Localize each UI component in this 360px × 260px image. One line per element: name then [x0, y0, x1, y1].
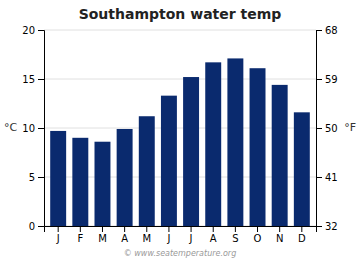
y-axis-label: °C [4, 121, 18, 134]
bars [50, 58, 310, 226]
y2-tick: 59 [316, 74, 338, 85]
y2-tick: 32 [316, 221, 338, 232]
x-tick: J [166, 226, 170, 244]
y2-axis: 32 41 50 59 68 [316, 25, 338, 232]
x-tick-mark [301, 226, 302, 232]
y2-tick-label: 50 [325, 123, 338, 134]
x-tick: F [77, 226, 83, 244]
x-tick-label: M [142, 233, 151, 244]
y2-tick-label: 32 [325, 221, 338, 232]
plot: J F M A M J J A S O N D 0 5 10 15 20 32 41 50 59 68 [22, 25, 337, 244]
y-tick-label: 15 [22, 74, 35, 85]
x-tick: A [210, 226, 217, 244]
y-tick: 15 [22, 74, 44, 85]
x-tick-label: M [98, 233, 107, 244]
y2-axis-line [317, 31, 323, 227]
bar [294, 112, 310, 226]
x-tick-mark [279, 226, 280, 232]
x-tick: J [189, 226, 193, 244]
y-axis-line [38, 31, 45, 227]
y2-tick-mark [316, 128, 322, 129]
y-tick-label: 10 [22, 123, 35, 134]
x-tick: O [254, 226, 262, 244]
x-tick-label: F [77, 233, 83, 244]
y-tick: 20 [22, 25, 44, 36]
x-axis: JFMAMJJASOND [45, 226, 317, 244]
y-tick-mark [38, 177, 44, 178]
x-tick-mark [124, 226, 125, 232]
x-tick-mark [213, 226, 214, 232]
x-tick-mark [58, 226, 59, 232]
x-tick-mark [168, 226, 169, 232]
y2-tick-label: 59 [325, 74, 338, 85]
x-tick-mark [257, 226, 258, 232]
x-tick-label: J [56, 233, 60, 244]
x-tick: A [121, 226, 128, 244]
annotation: © www.seatemperature.org [124, 249, 236, 258]
x-tick-label: S [232, 233, 238, 244]
x-tick: J [56, 226, 60, 244]
grid-line [44, 79, 316, 80]
bar [95, 142, 111, 226]
y-tick: 10 [22, 123, 44, 134]
y-tick-label: 0 [29, 221, 35, 232]
bar [117, 129, 133, 226]
x-tick-mark [235, 226, 236, 232]
x-tick: M [98, 226, 107, 244]
y-axis: 0 5 10 15 20 [22, 25, 44, 232]
x-tick: N [276, 226, 283, 244]
y2-tick-mark [316, 30, 322, 31]
title: Southampton water temp [79, 6, 282, 22]
bar [227, 58, 243, 226]
x-tick-label: A [210, 233, 217, 244]
grid-line [44, 30, 316, 31]
bar [205, 62, 221, 226]
bar [250, 68, 266, 226]
x-tick: S [232, 226, 238, 244]
bar [161, 96, 177, 226]
y2-axis-label: °F [344, 121, 356, 134]
x-tick-label: O [254, 233, 262, 244]
grid [44, 30, 316, 226]
bar [183, 77, 199, 226]
chart: J F M A M J J A S O N D 0 5 10 15 20 32 41 50 59 68 °C °F Southa… [0, 0, 360, 260]
x-tick-label: J [189, 233, 193, 244]
y2-tick-mark [316, 226, 322, 227]
bar [139, 116, 155, 226]
x-axis-line [45, 227, 317, 233]
x-tick-label: A [121, 233, 128, 244]
x-tick-label: D [298, 233, 306, 244]
y2-tick: 50 [316, 123, 338, 134]
y-tick-mark [38, 30, 44, 31]
x-tick: M [142, 226, 151, 244]
y2-tick-mark [316, 79, 322, 80]
x-tick-label: J [166, 233, 170, 244]
y2-tick: 41 [316, 172, 338, 183]
y2-tick-mark [316, 177, 322, 178]
y-tick-mark [38, 79, 44, 80]
bar [50, 131, 66, 226]
y2-tick-label: 41 [325, 172, 338, 183]
x-tick-mark [102, 226, 103, 232]
y-tick-label: 20 [22, 25, 35, 36]
x-tick-label: N [276, 233, 283, 244]
x-tick-mark [191, 226, 192, 232]
y-tick-label: 5 [29, 172, 35, 183]
bar [72, 138, 88, 226]
y-tick: 5 [29, 172, 44, 183]
bar [272, 85, 288, 226]
y2-tick-label: 68 [325, 25, 338, 36]
y-tick: 0 [29, 221, 44, 232]
x-tick-mark [80, 226, 81, 232]
x-tick: D [298, 226, 306, 244]
x-tick-mark [146, 226, 147, 232]
y-tick-mark [38, 226, 44, 227]
y2-tick: 68 [316, 25, 338, 36]
y-tick-mark [38, 128, 44, 129]
